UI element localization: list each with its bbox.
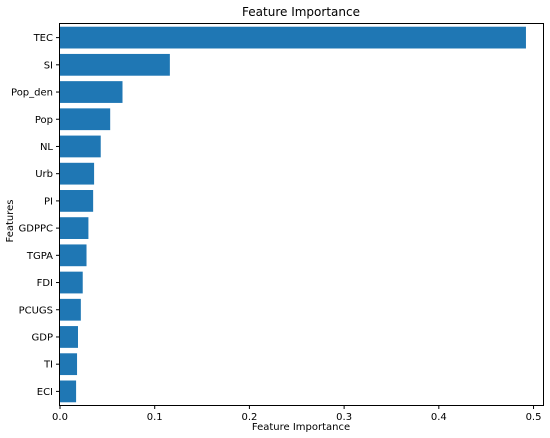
y-tick-label: SI bbox=[44, 60, 53, 71]
y-tick-label: Pop_den bbox=[11, 88, 53, 99]
y-axis-label: Features bbox=[5, 200, 16, 243]
chart-title: Feature Importance bbox=[242, 5, 360, 19]
bar-pop bbox=[60, 108, 111, 131]
y-tick-label: GDPPC bbox=[19, 224, 54, 235]
x-axis-label: Feature Importance bbox=[252, 422, 350, 433]
bar-pop-den bbox=[60, 81, 123, 103]
bar-tec bbox=[60, 26, 526, 49]
y-tick-label: PI bbox=[44, 196, 53, 207]
x-tick-label: 0.1 bbox=[147, 412, 163, 423]
bar-pi bbox=[60, 190, 94, 212]
bar-nl bbox=[60, 135, 101, 158]
y-tick-label: TEC bbox=[33, 33, 53, 44]
x-tick-label: 0.4 bbox=[431, 412, 447, 423]
bar-tgpa bbox=[60, 244, 87, 267]
bar-gdp bbox=[60, 326, 78, 348]
x-tick-label: 0.2 bbox=[241, 412, 257, 423]
y-tick-label: Urb bbox=[35, 169, 53, 180]
bar-gdppc bbox=[60, 217, 89, 239]
y-tick-label: GDP bbox=[32, 332, 53, 343]
bar-eci bbox=[60, 380, 77, 403]
bar-si bbox=[60, 53, 170, 76]
y-tick-label: ECI bbox=[37, 387, 53, 398]
plot-frame bbox=[59, 23, 544, 406]
bar-urb bbox=[60, 162, 95, 185]
x-tick-label: 0.0 bbox=[52, 412, 68, 423]
x-tick-label: 0.3 bbox=[336, 412, 352, 423]
bar-pcugs bbox=[60, 298, 81, 321]
bar-fdi bbox=[60, 271, 83, 294]
y-tick-label: FDI bbox=[37, 278, 53, 289]
y-tick-label: TGPA bbox=[26, 251, 53, 262]
bar-ti bbox=[60, 353, 78, 376]
y-tick-label: PCUGS bbox=[19, 305, 53, 316]
y-tick-label: NL bbox=[40, 142, 53, 153]
x-tick-label: 0.5 bbox=[526, 412, 542, 423]
y-tick-label: TI bbox=[43, 360, 53, 371]
y-tick-label: Pop bbox=[35, 115, 53, 126]
